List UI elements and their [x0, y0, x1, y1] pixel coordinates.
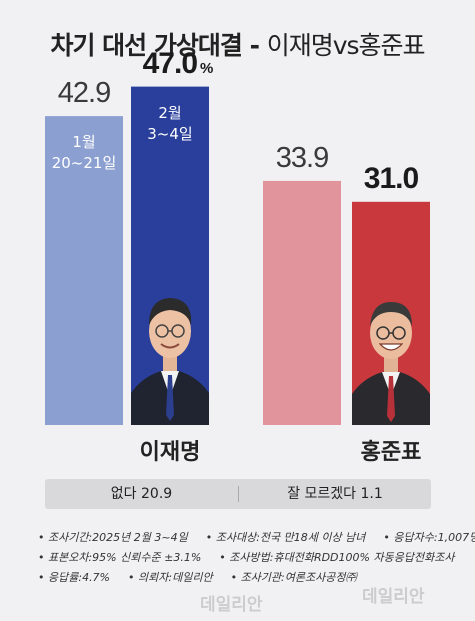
- note-item: • 응답률:4.7%: [38, 571, 111, 584]
- note-item: • 조사대상:전국 만18세 이상 남녀: [205, 531, 366, 544]
- title-main: 차기 대선 가상대결 -: [50, 31, 259, 60]
- candidate-photo-hong: [352, 290, 430, 425]
- survey-notes: • 조사기간:2025년 2월 3~4일 • 조사대상:전국 만18세 이상 남녀…: [38, 528, 475, 588]
- note-item: • 조사기간:2025년 2월 3~4일: [38, 531, 188, 544]
- value-label-lee-curr: 47.0%: [142, 46, 214, 80]
- period-label-prev: 1월 20~21일: [51, 133, 117, 173]
- category-label-hong: 홍준표: [360, 440, 422, 465]
- value-label-hong-prev: 33.9: [275, 141, 329, 174]
- other-responses-bar: 없다 20.9 잘 모르겠다 1.1: [45, 479, 431, 509]
- value-label-hong-curr: 31.0: [363, 161, 419, 195]
- note-line: • 응답률:4.7% • 의뢰자:데일리안 • 조사기관:여론조사공정㈜: [38, 568, 458, 588]
- no-candidate-label: 없다 20.9: [110, 486, 173, 502]
- note-item: • 조사기관:여론조사공정㈜: [230, 571, 357, 584]
- watermark-logo: 데일리안: [200, 595, 263, 615]
- watermark-logo: 데일리안: [362, 587, 425, 607]
- period-label-curr: 2월 3~4일: [147, 103, 193, 143]
- value-label-lee-prev: 42.9: [57, 77, 111, 110]
- unit-label: %: [200, 59, 214, 77]
- summary-divider: [238, 486, 239, 502]
- page-title: 차기 대선 가상대결 - 이재명vs홍준표: [0, 26, 475, 62]
- candidate-photo-lee: [131, 285, 209, 425]
- bar-lee-prev: [45, 116, 123, 426]
- note-item: • 의뢰자:데일리안: [128, 571, 213, 584]
- note-item: • 표본오차:95% 신뢰수준 ±3.1%: [38, 551, 202, 564]
- dont-know-label: 잘 모르겠다 1.1: [287, 486, 383, 502]
- category-label-lee: 이재명: [139, 440, 201, 465]
- note-line: • 표본오차:95% 신뢰수준 ±3.1% • 조사방법:휴대전화RDD100% …: [38, 548, 458, 568]
- note-line: • 조사기간:2025년 2월 3~4일 • 조사대상:전국 만18세 이상 남녀…: [38, 528, 475, 548]
- title-matchup: 이재명vs홍준표: [266, 31, 426, 60]
- note-item: • 조사방법:휴대전화RDD100% 자동응답전화조사: [219, 551, 455, 564]
- note-item: • 응답자수:1,007명: [383, 531, 475, 544]
- bar-hong-prev: [263, 180, 341, 425]
